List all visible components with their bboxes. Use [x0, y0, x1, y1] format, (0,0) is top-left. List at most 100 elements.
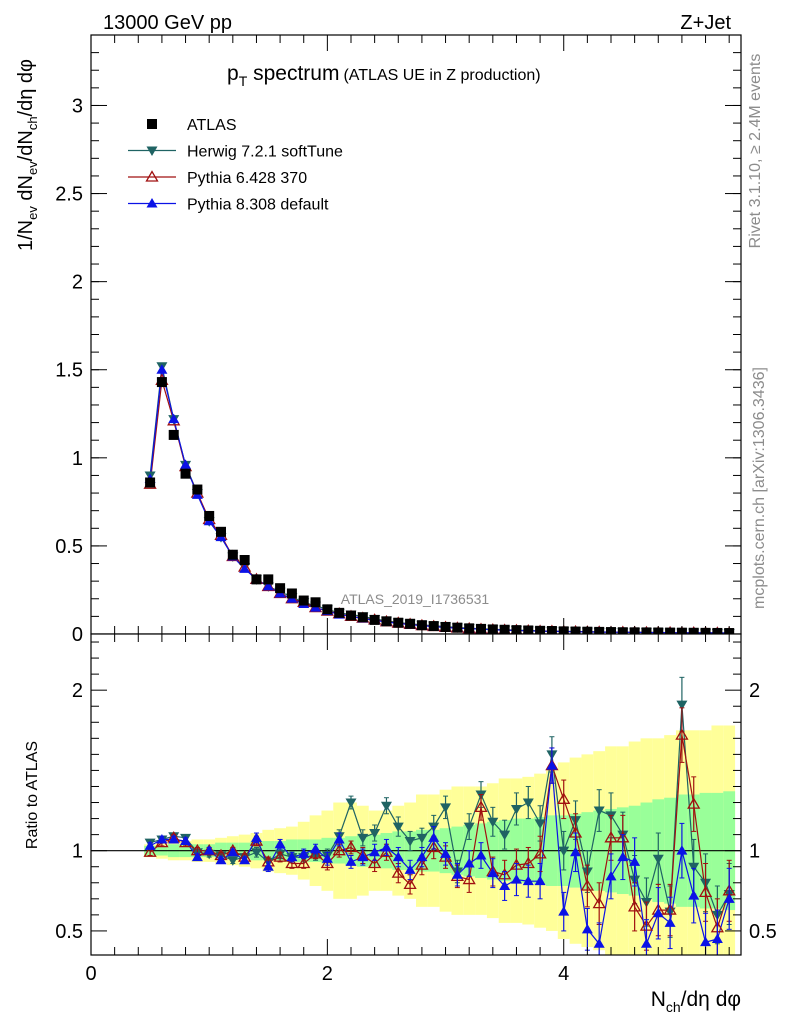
ratio-point-pythia8	[321, 853, 333, 863]
side-text-bottom: mcplots.cern.ch [arXiv:1306.3436]	[751, 367, 768, 609]
ratio-point-pythia8	[227, 846, 239, 857]
main-point-pythia8	[168, 413, 180, 424]
ratio-ytick-label: 0.5	[55, 921, 83, 943]
legend-label-pythia8: Pythia 8.308 default	[187, 197, 329, 214]
main-ytick-label: 3	[72, 95, 83, 117]
side-text-top: Rivet 3.1.10, ≥ 2.4M events	[747, 54, 764, 249]
main-point-data	[227, 549, 238, 560]
ratio-point-herwig	[558, 846, 570, 857]
ratio-point-pythia6	[285, 856, 299, 869]
ratio-point-pythia8	[215, 854, 227, 865]
ratio-point-pythia6	[415, 858, 429, 870]
main-ytick-label: 2.5	[55, 184, 83, 206]
ratio-point-pythia8	[144, 840, 156, 850]
ratio-point-herwig	[227, 856, 239, 866]
analysis-watermark: ATLAS_2019_I1736531	[341, 591, 490, 607]
ratio-point-pythia8	[380, 841, 392, 852]
main-ytick-label: 1.5	[55, 360, 83, 382]
ratio-point-pythia8	[640, 938, 652, 948]
ratio-y-axis-label: Ratio to ATLAS	[24, 741, 41, 849]
ratio-point-pythia8	[676, 845, 688, 855]
ratio-point-pythia6	[391, 866, 405, 878]
ratio-point-pythia8	[688, 890, 700, 900]
header-right: Z+Jet	[680, 12, 731, 34]
ratio-point-pythia8	[700, 936, 712, 947]
ratio-point-pythia8	[664, 917, 676, 927]
main-ytick-label: 0	[72, 624, 83, 646]
ratio-point-pythia6	[344, 840, 358, 853]
main-point-data	[617, 627, 628, 638]
ratio-point-pythia8	[522, 875, 534, 886]
ratio-point-pythia8	[451, 869, 463, 879]
main-point-data	[594, 626, 605, 637]
legend-marker-data	[147, 119, 157, 129]
ratio-point-pythia8	[652, 907, 664, 918]
ratio-point-herwig	[250, 848, 262, 858]
main-point-data	[452, 622, 463, 633]
ratio-point-pythia8	[369, 846, 381, 857]
ratio-point-pythia6	[332, 843, 346, 856]
ratio-point-herwig	[534, 819, 546, 829]
main-point-data	[286, 588, 297, 599]
ratio-point-pythia6	[474, 800, 488, 812]
ratio-point-pythia6	[698, 885, 713, 898]
ratio-point-herwig	[392, 822, 404, 833]
main-point-pythia8	[262, 580, 274, 591]
ratio-point-pythia8	[345, 856, 357, 866]
main-point-data	[346, 610, 356, 621]
ratio-point-pythia8	[180, 835, 192, 846]
ratio-point-herwig	[416, 833, 428, 844]
main-point-pythia8	[180, 459, 192, 469]
ratio-point-pythia6	[675, 728, 689, 740]
ratio-point-pythia8	[499, 880, 511, 890]
ratio-point-pythia6	[320, 856, 334, 869]
ratio-point-pythia6	[143, 845, 157, 857]
ratio-point-pythia8	[286, 851, 298, 862]
plot-title: pT spectrum (ATLAS UE in Z production)	[227, 62, 541, 89]
main-point-data	[476, 623, 486, 634]
main-point-data	[428, 621, 439, 632]
main-ytick-label: 0.5	[55, 536, 83, 558]
ratio-point-pythia8	[581, 923, 593, 934]
ratio-point-pythia8	[156, 833, 168, 844]
main-point-data	[168, 429, 179, 440]
ratio-point-pythia6	[379, 845, 394, 857]
x-tick-label: 0	[85, 963, 96, 985]
main-y-axis-label: 1/Nev dNev/dNch/dη dφ	[15, 59, 40, 251]
ratio-ytick-label-right: 1	[749, 841, 760, 863]
main-point-data	[156, 377, 167, 388]
ratio-point-pythia8	[605, 870, 617, 881]
ratio-point-pythia6	[403, 877, 417, 890]
main-point-data	[310, 597, 321, 608]
header-left: 13000 GeV pp	[103, 12, 232, 34]
ratio-ytick-label: 2	[72, 680, 83, 702]
ratio-point-pythia8	[711, 933, 723, 943]
ratio-axes: 0.5 0.5 1 1 2 2 0 2 4	[55, 633, 777, 985]
ratio-point-pythia8	[629, 856, 641, 866]
ratio-point-pythia6	[604, 831, 618, 843]
ratio-point-pythia6	[580, 879, 594, 891]
ratio-point-pythia8	[593, 938, 605, 948]
legend-marker-pythia8	[146, 198, 158, 208]
ratio-point-pythia8	[333, 833, 345, 844]
main-point-data	[369, 614, 380, 625]
ratio-uncertainty-bands	[91, 634, 741, 955]
ratio-point-pythia6	[628, 900, 642, 912]
ratio-point-herwig	[345, 798, 357, 809]
ratio-point-pythia8	[570, 846, 582, 857]
legend-marker-herwig	[146, 146, 158, 156]
main-point-data	[322, 604, 333, 615]
legend-marker-pythia6	[145, 170, 159, 182]
main-point-data	[180, 468, 191, 479]
main-point-data	[523, 625, 534, 636]
ratio-point-herwig	[369, 829, 381, 839]
ratio-ytick-label: 1	[72, 841, 83, 863]
ratio-point-herwig	[404, 837, 416, 847]
x-tick-label: 4	[558, 963, 569, 985]
ratio-point-pythia6	[557, 792, 571, 804]
ratio-point-herwig	[652, 854, 664, 865]
ratio-point-pythia8	[168, 833, 180, 844]
main-point-data	[381, 616, 392, 627]
main-point-data	[641, 627, 652, 638]
